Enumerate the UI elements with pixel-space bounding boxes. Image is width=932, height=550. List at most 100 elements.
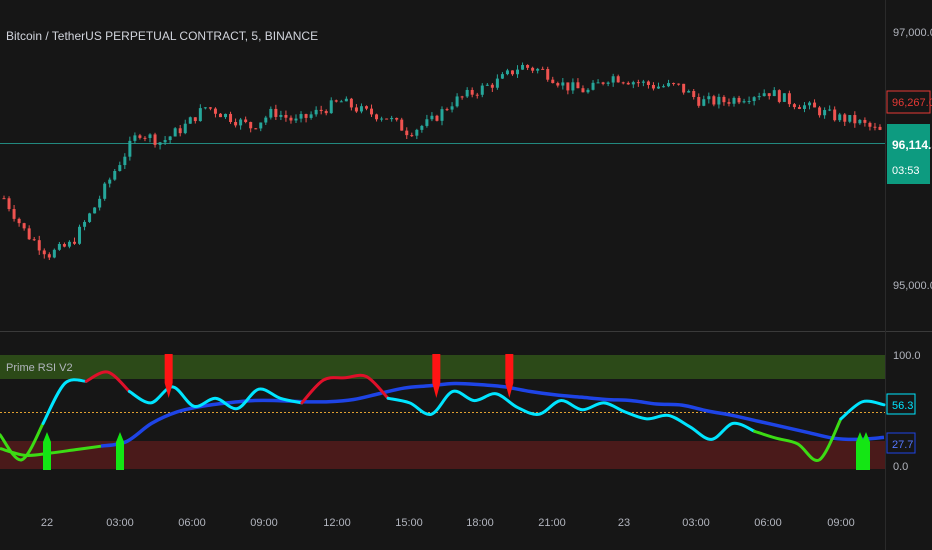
candle-body xyxy=(505,70,509,75)
candle-body xyxy=(239,119,243,126)
candle-body xyxy=(88,213,92,222)
candle-body xyxy=(672,83,676,85)
candle-body xyxy=(475,94,479,96)
candle-body xyxy=(264,117,268,123)
candle-body xyxy=(198,108,202,122)
time-axis-label: 12:00 xyxy=(323,517,351,529)
candle-body xyxy=(168,136,172,141)
candle-body xyxy=(601,82,605,84)
candle-body xyxy=(269,108,273,118)
last-price-label: 96,114.5 xyxy=(892,138,932,152)
candle-body xyxy=(259,122,263,129)
candle-body xyxy=(108,179,112,184)
candle-body xyxy=(440,109,444,121)
candle-body xyxy=(772,90,776,97)
candle-body xyxy=(390,117,394,120)
candle-body xyxy=(37,240,41,251)
candle-body xyxy=(118,165,122,171)
candle-body xyxy=(93,207,97,214)
candle-body xyxy=(32,239,36,241)
rsi-pane[interactable] xyxy=(0,354,886,470)
candle-body xyxy=(495,78,499,88)
rsi-line-segment xyxy=(839,399,886,421)
time-axis-label: 22 xyxy=(41,517,53,529)
candle-body xyxy=(687,91,691,93)
candle-body xyxy=(737,97,741,103)
candle-body xyxy=(460,96,464,98)
candle-body xyxy=(375,114,379,120)
countdown-label: 03:53 xyxy=(892,165,920,177)
candle-body xyxy=(480,85,484,95)
candle-body xyxy=(339,101,343,103)
candle-body xyxy=(500,74,504,79)
candle-body xyxy=(878,126,882,130)
candle-body xyxy=(103,183,107,199)
oversold-zone xyxy=(0,441,885,469)
candle-body xyxy=(707,96,711,100)
last-price-box xyxy=(887,124,930,184)
candle-body xyxy=(324,111,328,114)
candle-body xyxy=(802,105,806,109)
candle-body xyxy=(516,69,520,75)
candle-body xyxy=(727,102,731,104)
sell-signal-arrow xyxy=(164,354,173,398)
candle-body xyxy=(430,115,434,120)
candle-body xyxy=(702,99,706,106)
candle-body xyxy=(636,82,640,84)
rsi-line-segment xyxy=(300,373,390,405)
rsi-line-segment xyxy=(127,385,304,411)
candle-body xyxy=(712,96,716,105)
candle-body xyxy=(294,118,298,121)
candle-body xyxy=(22,223,26,229)
candle-body xyxy=(380,118,384,120)
time-axis-label: 21:00 xyxy=(538,517,566,529)
candle-body xyxy=(208,107,212,109)
candle-body xyxy=(465,89,469,97)
candle-body xyxy=(591,82,595,90)
candle-body xyxy=(818,107,822,116)
candle-body xyxy=(249,122,253,129)
candle-body xyxy=(752,97,756,102)
candle-body xyxy=(586,89,590,93)
buy-signal-arrow xyxy=(862,432,870,470)
candle-body xyxy=(364,106,368,109)
candle-body xyxy=(359,106,363,112)
candle-body xyxy=(57,244,61,250)
candle-body xyxy=(762,93,766,97)
candle-body xyxy=(344,98,348,102)
candle-body xyxy=(868,122,872,127)
time-axis[interactable]: 22 03:00 06:00 09:00 12:00 15:00 18:00 21:00 23 0… xyxy=(41,517,855,529)
candle-body xyxy=(133,135,137,141)
candle-body xyxy=(183,123,187,134)
candle-body xyxy=(757,96,761,98)
rsi-tick-label: 100.0 xyxy=(893,350,921,362)
time-axis-label: 15:00 xyxy=(395,517,423,529)
candle-body xyxy=(158,142,162,145)
candle-body xyxy=(692,91,696,98)
rsi-line-segment xyxy=(386,389,757,441)
candle-body xyxy=(863,119,867,123)
candle-body xyxy=(823,110,827,116)
candle-body xyxy=(616,76,620,83)
candle-body xyxy=(420,125,424,130)
candle-body xyxy=(138,135,142,138)
candle-body xyxy=(42,250,46,255)
rsi-line-segment xyxy=(41,378,88,425)
candle-body xyxy=(813,102,817,108)
rsi-line-segment xyxy=(0,421,45,462)
candle-body xyxy=(410,135,414,137)
candle-body xyxy=(792,104,796,108)
candle-body xyxy=(546,69,550,80)
signals-group xyxy=(43,354,870,470)
candle-body xyxy=(566,82,570,91)
candle-body xyxy=(621,82,625,84)
candle-body xyxy=(853,115,857,124)
candle-body xyxy=(742,101,746,103)
candle-body xyxy=(848,115,852,122)
candle-body xyxy=(445,109,449,111)
candle-body xyxy=(349,98,353,108)
indicator-title[interactable]: Prime RSI V2 xyxy=(6,362,73,374)
candle-body xyxy=(626,82,630,85)
price-pane[interactable] xyxy=(0,62,885,261)
